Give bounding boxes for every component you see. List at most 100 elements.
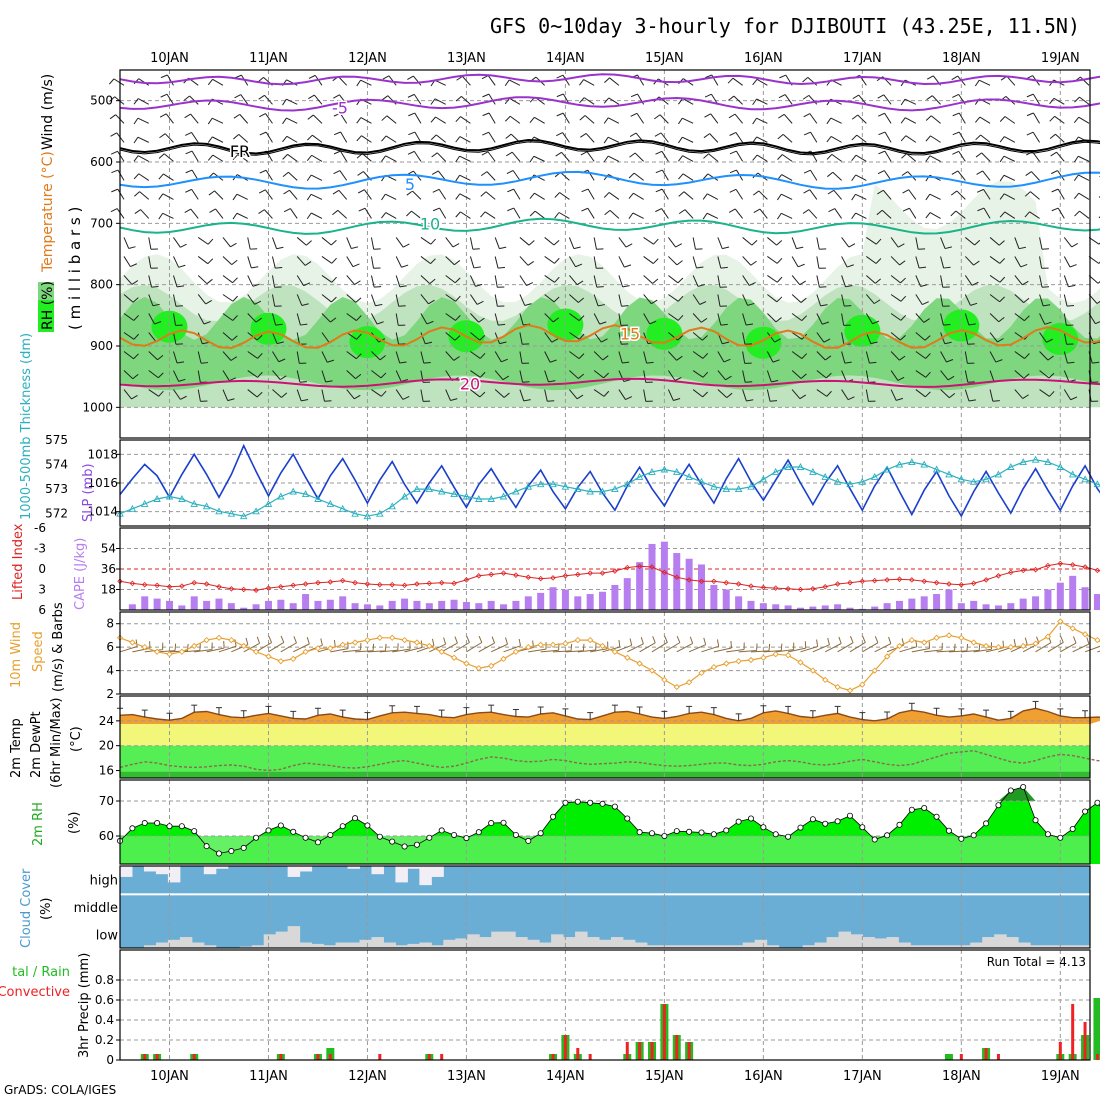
upper-wind-barb-flag <box>257 76 264 83</box>
rh2m-marker <box>735 818 742 825</box>
upper-wind-barb-flag <box>423 361 431 364</box>
thickness-marker <box>376 509 384 517</box>
upper-wind-barb <box>321 332 330 343</box>
upper-wind-barb-flag <box>900 135 907 142</box>
upper-wind-barb-flag <box>308 94 315 100</box>
date-label-top: 15JAN <box>645 51 684 66</box>
rh2m-marker <box>290 828 297 835</box>
upper-wind-barb-flag <box>1024 211 1030 218</box>
wind10-barb <box>862 642 879 653</box>
cloud-low-bar <box>658 945 672 948</box>
upper-wind-barb-flag <box>183 95 190 101</box>
upper-wind-barb-flag <box>943 266 951 269</box>
thickness-marker <box>289 487 297 495</box>
upper-wind-barb-flag <box>700 317 708 323</box>
rh-blob-bright <box>151 310 188 343</box>
li-marker <box>364 581 371 587</box>
upper-wind-barb <box>841 275 846 287</box>
upper-wind-barb-flag <box>408 112 415 117</box>
upper-wind-barb <box>668 294 679 302</box>
upper-wind-barb-flag <box>826 136 832 143</box>
upper-wind-barb-flag <box>506 170 514 175</box>
upper-wind-barb-flag <box>331 257 337 264</box>
wind10-marker <box>228 636 235 644</box>
cloud-high-clear <box>155 866 169 875</box>
upper-wind-barb <box>957 170 966 181</box>
upper-wind-barb <box>569 294 579 303</box>
upper-wind-barb-flag <box>800 373 807 379</box>
upper-wind-barb-flag <box>1067 361 1075 364</box>
upper-wind-barb <box>808 209 818 219</box>
wind10-marker <box>624 654 631 661</box>
upper-wind-barb <box>558 212 570 219</box>
cape-bar <box>895 600 903 610</box>
cloud-high-clear <box>347 866 361 869</box>
wind10-barb <box>763 650 782 653</box>
upper-wind-barb <box>486 171 496 181</box>
wind10-barb-flag <box>582 643 585 651</box>
upper-wind-barb <box>643 275 653 284</box>
dewpoint-line <box>119 749 1100 772</box>
upper-wind-barb-flag <box>431 152 438 158</box>
upper-wind-barb <box>519 275 527 286</box>
upper-wind-barb-flag <box>158 212 164 220</box>
cape-bar <box>710 584 718 610</box>
cape-bar <box>450 599 458 610</box>
upper-wind-barb-flag <box>752 190 760 196</box>
upper-wind-barb <box>1029 211 1040 219</box>
wind10-barb <box>664 642 681 653</box>
upper-wind-barb <box>137 136 149 143</box>
upper-wind-barb <box>890 332 901 341</box>
wind10-marker <box>710 663 718 671</box>
upper-wind-barb-flag <box>255 317 263 323</box>
upper-wind-barb <box>445 389 451 401</box>
wind10-barb <box>985 647 1004 653</box>
upper-wind-barb <box>247 351 258 359</box>
upper-wind-barb <box>271 275 276 288</box>
thickness-marker <box>561 482 570 490</box>
wind10-barb-flag <box>716 639 720 647</box>
upper-wind-barb-flag <box>705 74 712 79</box>
rh2m-marker <box>1094 799 1100 806</box>
rh2m-marker <box>562 799 569 806</box>
wind10-marker <box>1032 640 1039 647</box>
upper-wind-barb-flag <box>870 341 878 345</box>
cape-bar <box>685 558 693 610</box>
upper-wind-barb <box>163 153 174 162</box>
upper-wind-barb <box>321 370 327 383</box>
upper-wind-barb <box>1078 174 1090 181</box>
upper-wind-barb-flag <box>406 210 412 217</box>
upper-wind-barb <box>708 153 719 162</box>
upper-wind-barb <box>890 294 902 302</box>
thickness-marker <box>215 507 223 515</box>
isotherm-label: FR <box>230 142 250 161</box>
rh2m-marker <box>265 827 272 834</box>
upper-wind-barb-flag <box>375 303 383 307</box>
rh2m-marker <box>228 848 235 855</box>
upper-wind-barb <box>247 237 251 250</box>
upper-wind-barb <box>533 155 545 162</box>
upper-wind-barb-flag <box>209 208 216 213</box>
precip-total-bar <box>944 1054 953 1060</box>
upper-wind-barb-flag <box>728 208 736 213</box>
upper-wind-barb-flag <box>728 95 735 101</box>
wind10-marker <box>376 634 383 641</box>
thickness-marker <box>413 485 421 493</box>
upper-wind-barb <box>123 313 135 321</box>
thickness-marker <box>833 477 842 485</box>
upper-wind-barb <box>264 95 273 105</box>
upper-wind-barb-flag <box>1074 210 1080 217</box>
wind10-barb <box>849 641 866 653</box>
date-label-bottom: 18JAN <box>942 1069 981 1084</box>
rh2m-marker <box>846 812 853 819</box>
upper-wind-barb <box>494 256 499 269</box>
wind10-barb-flag <box>491 636 496 644</box>
rh2m-marker <box>413 841 420 848</box>
upper-wind-barb <box>682 155 694 162</box>
li-marker <box>377 581 383 588</box>
cape-bar <box>190 596 198 610</box>
upper-wind-barb-flag <box>159 113 167 118</box>
rh2m-marker <box>364 822 371 829</box>
upper-wind-barb-flag <box>999 174 1005 182</box>
upper-wind-barb <box>810 169 818 181</box>
